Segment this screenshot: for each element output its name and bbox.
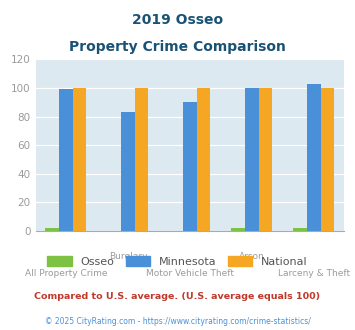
Bar	[245, 88, 259, 231]
Text: 2019 Osseo: 2019 Osseo	[132, 13, 223, 27]
Bar	[307, 84, 321, 231]
Bar	[59, 89, 73, 231]
Bar	[183, 102, 197, 231]
Bar	[135, 88, 148, 231]
Text: Larceny & Theft: Larceny & Theft	[278, 269, 350, 278]
Bar	[259, 88, 272, 231]
Bar	[73, 88, 86, 231]
Bar	[321, 88, 334, 231]
Text: © 2025 CityRating.com - https://www.cityrating.com/crime-statistics/: © 2025 CityRating.com - https://www.city…	[45, 317, 310, 326]
Bar	[231, 228, 245, 231]
Text: All Property Crime: All Property Crime	[24, 269, 107, 278]
Text: Motor Vehicle Theft: Motor Vehicle Theft	[146, 269, 234, 278]
Text: Property Crime Comparison: Property Crime Comparison	[69, 40, 286, 53]
Text: Compared to U.S. average. (U.S. average equals 100): Compared to U.S. average. (U.S. average …	[34, 292, 321, 301]
Legend: Osseo, Minnesota, National: Osseo, Minnesota, National	[47, 255, 308, 267]
Bar	[45, 228, 59, 231]
Text: Arson: Arson	[239, 251, 265, 261]
Text: Burglary: Burglary	[109, 251, 147, 261]
Bar	[294, 228, 307, 231]
Bar	[121, 112, 135, 231]
Bar	[197, 88, 211, 231]
